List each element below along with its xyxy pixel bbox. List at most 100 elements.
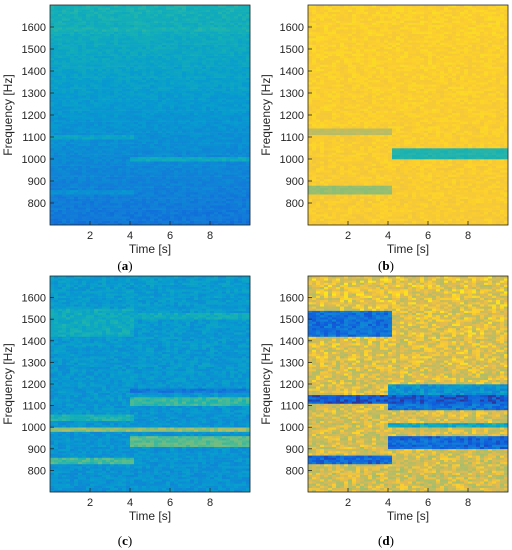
heatmap-cell — [118, 13, 123, 17]
heatmap-cell — [238, 154, 243, 158]
heatmap-cell — [154, 209, 159, 213]
heatmap-cell — [102, 174, 107, 177]
heatmap-cell — [210, 18, 215, 21]
heatmap-cell — [198, 112, 203, 116]
heatmap-cell — [118, 170, 123, 173]
heatmap-cell — [194, 150, 199, 153]
heatmap-cell — [174, 218, 179, 221]
heatmap-cell — [182, 205, 187, 208]
heatmap-cell — [246, 126, 251, 129]
heatmap-cell — [206, 77, 211, 81]
heatmap-cell — [182, 99, 187, 103]
heatmap-cell — [122, 38, 127, 41]
heatmap-cell — [130, 104, 135, 107]
heatmap-cell — [190, 66, 195, 70]
heatmap-cell — [94, 73, 99, 76]
heatmap-cell — [150, 64, 155, 67]
heatmap-cell — [186, 5, 191, 8]
heatmap-cell — [114, 139, 119, 142]
heatmap-cell — [66, 95, 71, 98]
heatmap-cell — [158, 49, 163, 52]
heatmap-cell — [234, 123, 239, 127]
heatmap-cell — [98, 143, 103, 147]
heatmap-cell — [222, 110, 227, 114]
heatmap-cell — [50, 33, 55, 37]
heatmap-cell — [142, 49, 147, 52]
heatmap-cell — [154, 55, 159, 59]
heatmap-cell — [190, 95, 195, 98]
heatmap-cell — [74, 130, 79, 133]
heatmap-cell — [174, 7, 179, 10]
heatmap-cell — [154, 172, 159, 175]
heatmap-cell — [86, 205, 91, 208]
heatmap-cell — [118, 18, 123, 21]
heatmap-cell — [122, 145, 127, 149]
heatmap-cell — [186, 145, 191, 149]
heatmap-cell — [234, 143, 239, 147]
heatmap-cell — [246, 130, 251, 133]
heatmap-cell — [82, 178, 87, 182]
heatmap-cell — [162, 22, 167, 26]
heatmap-cell — [158, 176, 163, 180]
heatmap-cell — [182, 121, 187, 125]
heatmap-cell — [190, 176, 195, 180]
heatmap-cell — [222, 84, 227, 87]
heatmap-cell — [214, 99, 219, 103]
heatmap-cell — [106, 27, 111, 30]
heatmap-cell — [66, 18, 71, 21]
heatmap-cell — [62, 128, 67, 131]
heatmap-cell — [90, 174, 95, 177]
heatmap-cell — [74, 40, 79, 43]
heatmap-cell — [206, 161, 211, 164]
heatmap-cell — [234, 176, 239, 180]
heatmap-cell — [134, 165, 139, 169]
heatmap-cell — [214, 27, 219, 30]
heatmap-cell — [206, 183, 211, 186]
heatmap-cell — [66, 73, 71, 76]
heatmap-cell — [70, 165, 75, 169]
heatmap-cell — [94, 207, 99, 210]
heatmap-cell — [62, 73, 67, 76]
heatmap-cell — [214, 68, 219, 72]
heatmap-cell — [190, 11, 195, 15]
heatmap-cell — [134, 209, 139, 213]
heatmap-cell — [90, 211, 95, 215]
heatmap-cell — [170, 198, 175, 202]
heatmap-cell — [126, 178, 131, 182]
heatmap-cell — [118, 7, 123, 10]
heatmap-cell — [130, 119, 135, 122]
heatmap-cell — [98, 53, 103, 56]
heatmap-cell — [98, 148, 103, 151]
heatmap-cell — [174, 123, 179, 127]
heatmap-cell — [82, 13, 87, 17]
heatmap-cell — [122, 33, 127, 37]
heatmap-cell — [186, 205, 191, 208]
heatmap-cell — [66, 176, 71, 180]
heatmap-cell — [78, 159, 83, 162]
heatmap-cell — [138, 101, 143, 105]
heatmap-cell — [194, 139, 199, 142]
heatmap-cell — [110, 51, 115, 54]
heatmap-cell — [206, 79, 211, 83]
heatmap-cell — [178, 161, 183, 164]
heatmap-cell — [54, 200, 59, 204]
heatmap-cell — [230, 84, 235, 87]
heatmap-cell — [74, 119, 79, 122]
heatmap-cell — [222, 211, 227, 215]
heatmap-cell — [82, 49, 87, 52]
heatmap-cell — [230, 187, 235, 191]
heatmap-cell — [122, 220, 127, 224]
heatmap-cell — [218, 95, 223, 98]
heatmap-cell — [198, 196, 203, 199]
heatmap-cell — [154, 82, 159, 85]
heatmap-cell — [70, 79, 75, 83]
heatmap-cell — [146, 95, 151, 98]
heatmap-cell — [174, 152, 179, 155]
heatmap-cell — [198, 165, 203, 169]
heatmap-cell — [182, 86, 187, 89]
heatmap-cell — [58, 104, 63, 107]
heatmap-cell — [138, 139, 143, 142]
heatmap-cell — [74, 13, 79, 17]
heatmap-cell — [202, 93, 207, 96]
